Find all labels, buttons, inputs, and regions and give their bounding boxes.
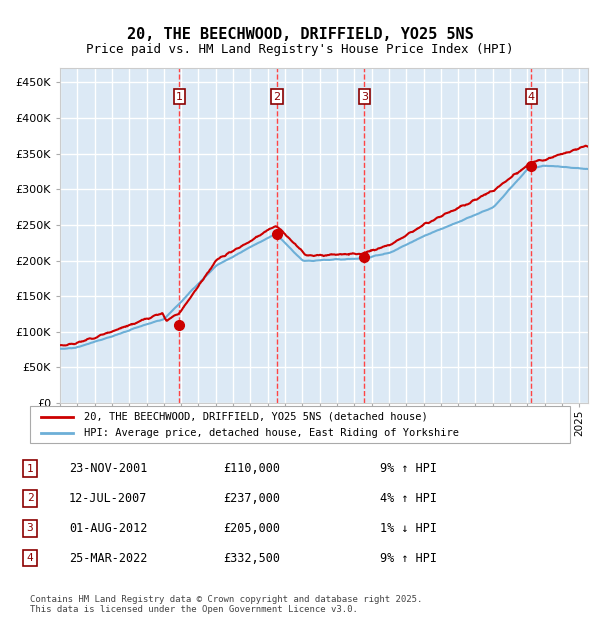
- Text: 25-MAR-2022: 25-MAR-2022: [69, 552, 147, 564]
- Text: 4: 4: [26, 553, 34, 563]
- Text: 4% ↑ HPI: 4% ↑ HPI: [380, 492, 437, 505]
- Text: 1: 1: [176, 92, 183, 102]
- Text: £332,500: £332,500: [223, 552, 281, 564]
- Text: HPI: Average price, detached house, East Riding of Yorkshire: HPI: Average price, detached house, East…: [84, 428, 459, 438]
- Text: 9% ↑ HPI: 9% ↑ HPI: [380, 552, 437, 564]
- Text: 20, THE BEECHWOOD, DRIFFIELD, YO25 5NS (detached house): 20, THE BEECHWOOD, DRIFFIELD, YO25 5NS (…: [84, 412, 428, 422]
- Text: £110,000: £110,000: [223, 463, 281, 475]
- Text: £205,000: £205,000: [223, 522, 281, 534]
- Text: 20, THE BEECHWOOD, DRIFFIELD, YO25 5NS: 20, THE BEECHWOOD, DRIFFIELD, YO25 5NS: [127, 27, 473, 42]
- Text: 2: 2: [274, 92, 281, 102]
- Text: 1% ↓ HPI: 1% ↓ HPI: [380, 522, 437, 534]
- Text: 2: 2: [26, 494, 34, 503]
- Text: 9% ↑ HPI: 9% ↑ HPI: [380, 463, 437, 475]
- Text: 12-JUL-2007: 12-JUL-2007: [69, 492, 147, 505]
- Text: £237,000: £237,000: [223, 492, 281, 505]
- Text: 3: 3: [26, 523, 34, 533]
- Text: 23-NOV-2001: 23-NOV-2001: [69, 463, 147, 475]
- Text: 4: 4: [528, 92, 535, 102]
- Text: 3: 3: [361, 92, 368, 102]
- Text: Price paid vs. HM Land Registry's House Price Index (HPI): Price paid vs. HM Land Registry's House …: [86, 43, 514, 56]
- Text: 01-AUG-2012: 01-AUG-2012: [69, 522, 147, 534]
- Text: 1: 1: [26, 464, 34, 474]
- FancyBboxPatch shape: [30, 406, 570, 443]
- Text: Contains HM Land Registry data © Crown copyright and database right 2025.
This d: Contains HM Land Registry data © Crown c…: [30, 595, 422, 614]
